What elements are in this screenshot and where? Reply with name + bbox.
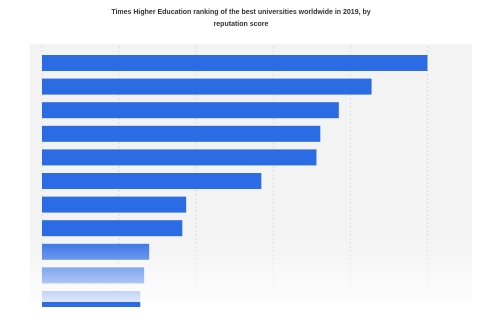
bar [42, 102, 339, 119]
bar [42, 78, 372, 95]
bar [42, 173, 262, 189]
chart-title: Times Higher Education ranking of the be… [111, 9, 370, 28]
bar [42, 220, 183, 237]
bar [42, 149, 317, 166]
fade-overlay [30, 236, 472, 302]
bar [42, 125, 321, 142]
bar [42, 196, 187, 213]
bar [42, 55, 428, 71]
